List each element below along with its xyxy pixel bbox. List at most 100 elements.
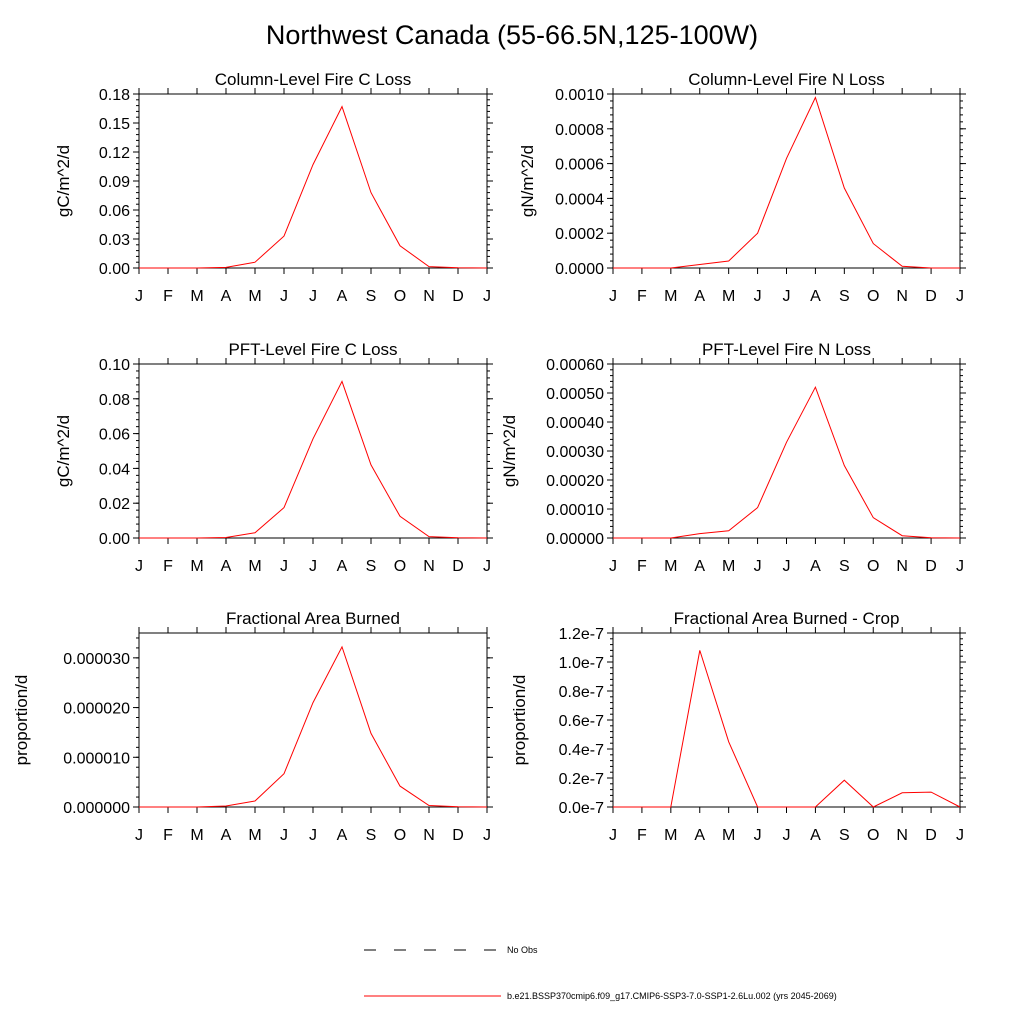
plot-frame [138,93,488,269]
x-tick-label: J [280,288,288,305]
plot-frame [612,632,961,808]
series-line [613,650,961,808]
y-tick-label: 0.03 [99,232,130,249]
y-tick-label: 0.00060 [546,357,604,374]
x-tick-label: F [163,288,173,305]
y-tick-label: 0.09 [99,174,130,191]
y-tick-label: 0.00010 [546,502,604,519]
x-tick-label: O [867,288,879,305]
x-tick-label: M [722,827,735,844]
x-tick-label: A [221,827,232,844]
x-tick-label: J [135,288,143,305]
legend-item-2: b.e21.BSSP370cmip6.f09_g17.CMIP6-SSP3-7.… [364,991,837,1001]
x-tick-label: S [366,288,377,305]
x-tick-label: M [248,827,261,844]
y-axis-label: proportion/d [12,675,31,766]
x-tick-label: A [337,558,348,575]
y-tick-label: 0.00020 [546,473,604,490]
x-tick-label: A [694,288,705,305]
x-tick-label: M [722,558,735,575]
x-tick-label: O [867,558,879,575]
panel-title: Fractional Area Burned - Crop [674,609,900,628]
x-tick-label: N [423,288,435,305]
x-tick-label: A [337,288,348,305]
y-tick-label: 0.8e-7 [559,684,604,701]
y-tick-label: 0.4e-7 [559,742,604,759]
y-tick-label: 0.6e-7 [559,713,604,730]
x-tick-label: J [483,558,491,575]
panel-title: Column-Level Fire C Loss [215,70,412,89]
x-tick-label: J [309,827,317,844]
x-tick-label: O [867,827,879,844]
y-tick-label: 0.18 [99,87,130,104]
x-tick-label: A [810,288,821,305]
y-axis-label: gN/m^2/d [500,415,519,487]
y-tick-label: 0.0000 [555,261,604,278]
y-tick-label: 0.00 [99,531,130,548]
plot-frame [138,363,488,539]
y-tick-label: 0.00030 [546,444,604,461]
plot-frame [138,632,488,808]
x-tick-label: O [394,288,406,305]
x-tick-label: O [394,827,406,844]
x-tick-label: A [810,558,821,575]
y-tick-label: 0.0010 [555,87,604,104]
y-tick-label: 0.08 [99,392,130,409]
series-line [613,385,961,539]
x-tick-label: J [609,558,617,575]
panel-title: Column-Level Fire N Loss [688,70,885,89]
x-tick-label: J [956,558,964,575]
x-tick-label: J [280,558,288,575]
y-tick-label: 0.0006 [555,157,604,174]
y-tick-label: 0.000030 [63,651,130,668]
x-tick-label: J [754,288,762,305]
x-tick-label: O [394,558,406,575]
x-tick-label: D [452,558,464,575]
legend: No Obs b.e21.BSSP370cmip6.f09_g17.CMIP6-S… [364,945,837,1001]
x-tick-label: M [664,827,677,844]
y-tick-label: 0.12 [99,145,130,162]
x-tick-label: D [925,827,937,844]
x-tick-label: N [896,558,908,575]
series-line [139,105,488,269]
y-tick-label: 0.06 [99,427,130,444]
x-tick-label: F [163,558,173,575]
x-tick-label: J [280,827,288,844]
x-tick-label: M [190,827,203,844]
x-tick-label: J [783,288,791,305]
x-tick-label: J [609,288,617,305]
x-tick-label: M [722,288,735,305]
x-tick-label: F [637,288,647,305]
y-tick-label: 0.000020 [63,701,130,718]
y-tick-label: 0.00050 [546,386,604,403]
y-tick-label: 0.00040 [546,415,604,432]
x-tick-label: D [925,558,937,575]
x-tick-label: J [309,288,317,305]
x-tick-label: F [637,558,647,575]
y-tick-label: 0.000010 [63,750,130,767]
x-tick-label: J [309,558,317,575]
x-tick-label: D [452,827,464,844]
x-tick-label: A [694,827,705,844]
x-tick-label: N [896,288,908,305]
x-tick-label: J [135,827,143,844]
plot-frame [612,93,961,269]
x-tick-label: D [452,288,464,305]
legend-label: No Obs [507,945,538,955]
y-tick-label: 0.2e-7 [559,771,604,788]
y-tick-label: 0.0e-7 [559,800,604,817]
x-tick-label: F [637,827,647,844]
x-tick-label: M [664,288,677,305]
x-tick-label: S [839,827,850,844]
x-tick-label: J [783,827,791,844]
y-tick-label: 0.00000 [546,531,604,548]
x-tick-label: S [366,827,377,844]
x-tick-label: S [839,558,850,575]
x-tick-label: J [754,558,762,575]
x-tick-label: N [423,558,435,575]
